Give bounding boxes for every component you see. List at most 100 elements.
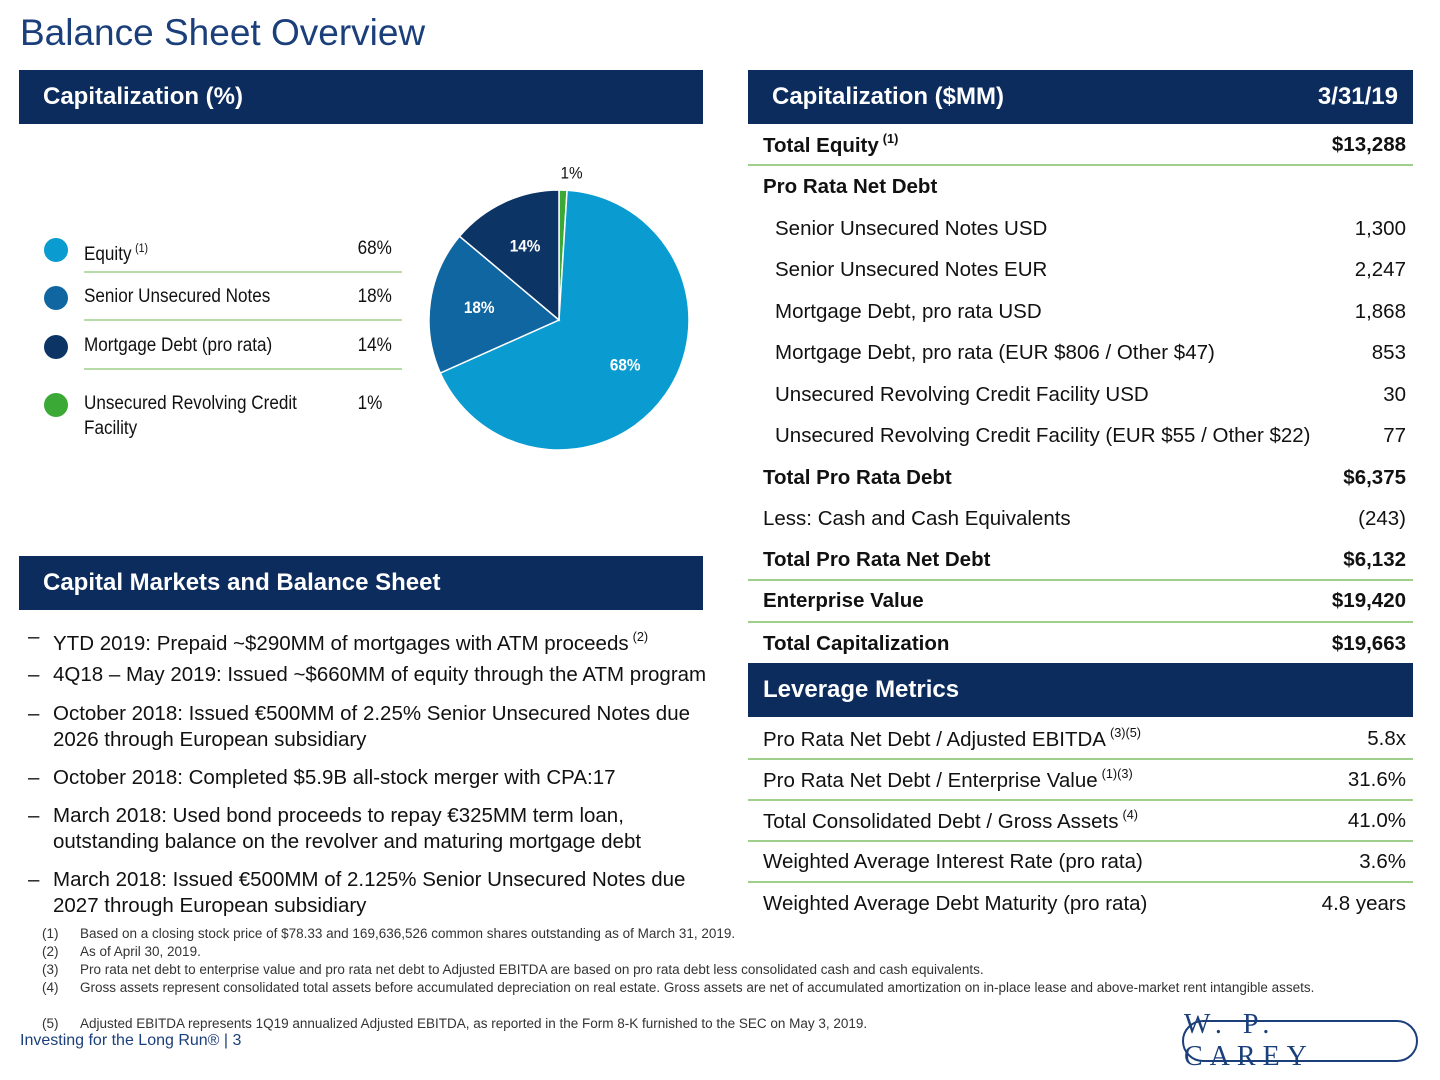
table-row: Less: Cash and Cash Equivalents (243) xyxy=(748,499,1413,540)
bullet-dash: – xyxy=(28,766,40,789)
row-label: Total Consolidated Debt / Gross Assets (4… xyxy=(763,807,1138,834)
row-text: Senior Unsecured Notes EUR xyxy=(775,258,1048,281)
row-value: 30 xyxy=(1383,382,1406,406)
table-row: Pro Rata Net Debt / Enterprise Value (1)(… xyxy=(748,760,1413,801)
bullet-dash: – xyxy=(28,663,40,686)
legend-text: Senior Unsecured Notes xyxy=(84,286,271,307)
row-label: Senior Unsecured Notes EUR xyxy=(775,258,1047,282)
bullet-body: YTD 2019: Prepaid ~$290MM of mortgages w… xyxy=(53,631,629,655)
table-row: Weighted Average Interest Rate (pro rata… xyxy=(748,842,1413,883)
row-value: $6,375 xyxy=(1343,465,1406,489)
bullet-dash: – xyxy=(28,868,40,891)
row-label: Unsecured Revolving Credit Facility (EUR… xyxy=(775,424,1311,448)
bullet: –4Q18 – May 2019: Issued ~$660MM of equi… xyxy=(28,662,728,688)
bullet: – March 2018: Used bond proceeds to repay… xyxy=(28,803,728,855)
slice-label: 1% xyxy=(560,164,582,183)
bullet-dash: – xyxy=(28,702,40,725)
bullet-note: (2) xyxy=(632,629,649,644)
slice-label: 14% xyxy=(510,237,541,256)
footnote-text: Adjusted EBITDA represents 1Q19 annualiz… xyxy=(80,1016,868,1031)
row-value: (243) xyxy=(1358,507,1406,530)
legend-dot xyxy=(44,286,68,310)
legend-dot xyxy=(44,335,68,359)
row-label: Unsecured Revolving Credit Facility USD xyxy=(775,383,1149,407)
table-row: Total Pro Rata Debt $6,375 xyxy=(748,457,1413,498)
row-label: Total Capitalization xyxy=(763,632,949,656)
row-value: 853 xyxy=(1371,341,1406,364)
section-header: Capitalization ($MM) 3/31/19 xyxy=(748,70,1413,124)
row-value: 1,868 xyxy=(1354,299,1406,323)
bullet-text: March 2018: Used bond proceeds to repay … xyxy=(53,803,728,855)
row-value: 5.8x xyxy=(1367,726,1406,750)
row-label: Pro Rata Net Debt / Adjusted EBITDA (3)(5… xyxy=(763,725,1141,752)
row-text: Unsecured Revolving Credit Facility USD xyxy=(775,382,1149,406)
bullet-body: March 2018: Issued €500MM of 2.125% Seni… xyxy=(53,868,686,917)
footnote-text: Based on a closing stock price of $78.33… xyxy=(80,926,736,941)
row-text: Pro Rata Net Debt / Enterprise Value xyxy=(763,768,1098,792)
row-value: 2,247 xyxy=(1354,258,1406,281)
bullet-text: October 2018: Completed $5.9B all-stock … xyxy=(53,765,616,791)
row-text: Pro Rata Net Debt xyxy=(763,175,938,198)
legend-text: Mortgage Debt (pro rata) xyxy=(84,335,273,356)
row-text: Mortgage Debt, pro rata (EUR $806 / Othe… xyxy=(775,341,1215,364)
legend-note: (1) xyxy=(135,242,149,255)
bullet: – YTD 2019: Prepaid ~$290MM of mortgages … xyxy=(28,624,728,657)
legend-value: 1% xyxy=(357,393,383,414)
row-text: Total Capitalization xyxy=(763,631,950,655)
header-date: 3/31/19 xyxy=(1317,83,1398,110)
table-row: Pro Rata Net Debt xyxy=(748,167,1413,208)
footnote: (2) As of April 30, 2019. xyxy=(42,943,1342,961)
footnote: (1) Based on a closing stock price of $78… xyxy=(42,925,1342,943)
bullet: – October 2018: Issued €500MM of 2.25% Se… xyxy=(28,701,728,753)
row-value: $6,132 xyxy=(1343,547,1406,571)
footnote-text: Gross assets represent consolidated tota… xyxy=(80,980,1315,995)
legend-dot xyxy=(44,238,68,262)
table-row: Unsecured Revolving Credit Facility USD 3… xyxy=(748,374,1413,415)
row-text: Weighted Average Interest Rate (pro rata… xyxy=(763,849,1143,873)
slice-label: 18% xyxy=(464,299,495,318)
bullet-body: October 2018: Completed $5.9B all-stock … xyxy=(53,766,616,789)
legend-item: Equity (1) 68% xyxy=(84,236,404,267)
footnote: (3) Pro rata net debt to enterprise value… xyxy=(42,961,1342,979)
row-text: Enterprise Value xyxy=(763,589,924,612)
row-text: Senior Unsecured Notes USD xyxy=(775,216,1048,240)
slice-label: 68% xyxy=(610,356,641,375)
legend-value: 14% xyxy=(357,335,392,356)
row-value: $19,420 xyxy=(1331,589,1406,612)
table-row: Senior Unsecured Notes USD 1,300 xyxy=(748,208,1413,249)
row-note: (4) xyxy=(1122,807,1139,823)
row-text: Mortgage Debt, pro rata USD xyxy=(775,299,1042,323)
header-text: Capitalization ($MM) xyxy=(772,83,1004,110)
table-row: Mortgage Debt, pro rata (EUR $806 / Othe… xyxy=(748,333,1413,374)
row-value: $19,663 xyxy=(1331,631,1406,655)
row-label: Total Pro Rata Net Debt xyxy=(763,548,990,572)
footnote-num: (5) xyxy=(42,1016,59,1031)
row-text: Total Pro Rata Debt xyxy=(763,465,952,489)
row-text: Total Consolidated Debt / Gross Assets xyxy=(763,809,1119,833)
row-text: Unsecured Revolving Credit Facility (EUR… xyxy=(775,424,1311,447)
row-value: $13,288 xyxy=(1331,132,1406,156)
bullet-text: March 2018: Issued €500MM of 2.125% Seni… xyxy=(53,867,728,919)
pie-slice xyxy=(458,189,560,322)
legend-text: Unsecured Revolving Credit Facility xyxy=(84,393,297,439)
pie-slice xyxy=(439,189,690,451)
row-text: Less: Cash and Cash Equivalents xyxy=(763,507,1071,530)
table-row: Mortgage Debt, pro rata USD 1,868 xyxy=(748,291,1413,332)
row-label: Total Equity (1) xyxy=(763,131,898,158)
row-label: Less: Cash and Cash Equivalents xyxy=(763,507,1071,531)
footnote-num: (1) xyxy=(42,926,59,941)
row-label: Pro Rata Net Debt / Enterprise Value (1)(… xyxy=(763,766,1133,793)
footnote: (5) Adjusted EBITDA represents 1Q19 annua… xyxy=(42,1015,1342,1033)
footnote-num: (3) xyxy=(42,962,59,977)
footnote-num: (4) xyxy=(42,980,59,995)
row-note: (1)(3) xyxy=(1101,766,1133,782)
row-label: Mortgage Debt, pro rata (EUR $806 / Othe… xyxy=(775,341,1215,365)
row-label: Senior Unsecured Notes USD xyxy=(775,217,1047,241)
footnote-text: Pro rata net debt to enterprise value an… xyxy=(80,962,984,977)
bullet-body: October 2018: Issued €500MM of 2.25% Sen… xyxy=(53,702,691,751)
footnote-num: (2) xyxy=(42,944,59,959)
bullet: – March 2018: Issued €500MM of 2.125% Sen… xyxy=(28,867,728,919)
section-header: Capital Markets and Balance Sheet xyxy=(19,556,703,610)
footnote: (4) Gross assets represent consolidated t… xyxy=(42,979,1342,997)
